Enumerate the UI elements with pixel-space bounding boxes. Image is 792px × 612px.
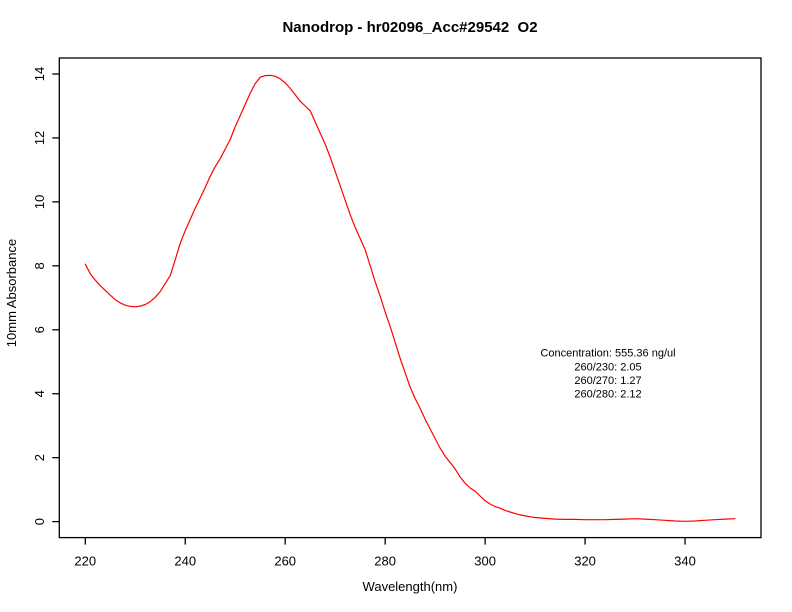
y-axis-tick-label: 10 (32, 195, 47, 209)
y-axis-tick-label: 12 (32, 131, 47, 145)
x-axis-tick-label: 300 (474, 554, 496, 569)
x-axis-tick-label: 340 (674, 554, 696, 569)
x-axis-tick-label: 280 (374, 554, 396, 569)
x-axis-tick-label: 320 (574, 554, 596, 569)
annotation-concentration: Concentration: 555.36 ng/ul (540, 348, 675, 360)
x-axis-label: Wavelength(nm) (363, 579, 458, 594)
absorbance-curve (84, 74, 736, 522)
y-axis-tick-label: 14 (32, 67, 47, 81)
x-axis-tick-label: 260 (274, 554, 296, 569)
plot-box (58, 57, 762, 539)
y-axis-tick-label: 6 (32, 326, 47, 333)
y-axis-tick-label: 2 (32, 454, 47, 461)
annotation-ratio-260-230: 260/230: 2.05 (574, 362, 641, 374)
x-axis-tick-label: 240 (174, 554, 196, 569)
x-axis-tick-label: 220 (74, 554, 96, 569)
y-axis-label: 10mm Absorbance (4, 239, 19, 347)
annotation-ratio-260-280: 260/280: 2.12 (574, 389, 641, 401)
chart-title: Nanodrop - hr02096_Acc#29542 O2 (282, 19, 537, 36)
annotation-block: Concentration: 555.36 ng/ul 260/230: 2.0… (540, 348, 675, 401)
y-axis-tick-label: 8 (32, 262, 47, 269)
y-axis-tick-label: 0 (32, 518, 47, 525)
y-axis-tick-label: 4 (32, 390, 47, 397)
annotation-ratio-260-270: 260/270: 1.27 (574, 375, 641, 387)
